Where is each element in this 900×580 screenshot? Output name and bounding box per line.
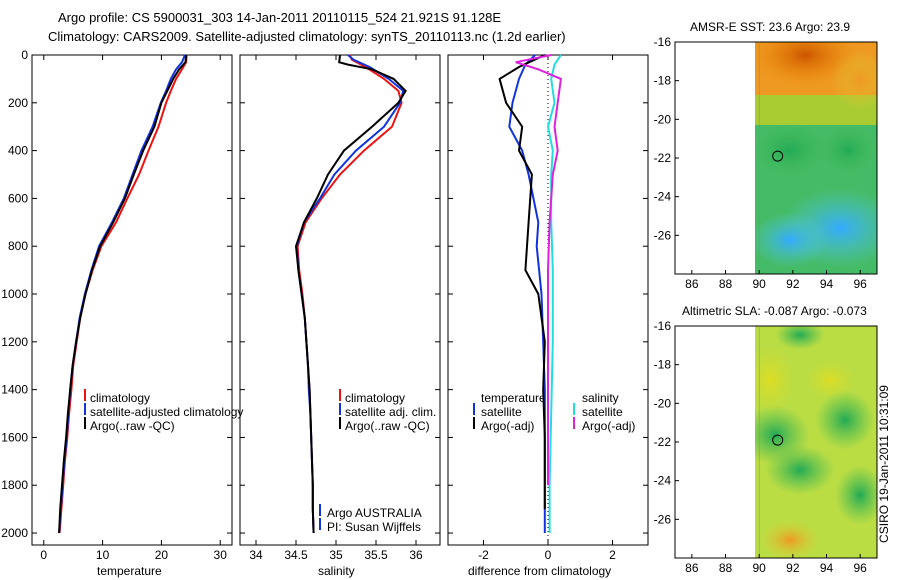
temperature-series-climatology — [58, 54, 188, 534]
sst-map-xtick-label: 88 — [719, 277, 733, 291]
sla-field — [755, 326, 877, 558]
salinity-xtick-label: 35 — [329, 548, 343, 562]
temperature-xtick-label: 0 — [40, 548, 47, 562]
difference-xtick-label: 2 — [609, 548, 616, 562]
sla-map-xtick-label: 90 — [752, 561, 766, 575]
sla-map-title: Altimetric SLA: -0.087 Argo: -0.073 — [682, 304, 867, 318]
salinity-xlabel: salinity — [318, 564, 355, 578]
depth-tick-label: 1400 — [1, 383, 28, 397]
sst-field — [755, 42, 877, 274]
sst-map-xtick-label: 92 — [786, 277, 800, 291]
depth-tick-label: 1800 — [1, 478, 28, 492]
diff-legend-sal-sat: satellite — [582, 405, 623, 419]
diff-legend-temp-title: temperature — [481, 391, 546, 405]
depth-tick-label: 1200 — [1, 335, 28, 349]
temp-legend-2: satellite-adjusted climatology — [90, 405, 244, 419]
sst-map-ytick-label: -24 — [654, 190, 672, 204]
temperature-xlabel: temperature — [97, 564, 162, 578]
sst-map-title: AMSR-E SST: 23.6 Argo: 23.9 — [690, 20, 851, 34]
temperature-xtick-label: 30 — [214, 548, 228, 562]
diff-legend-sal-title: salinity — [582, 391, 619, 405]
depth-tick-label: 2000 — [1, 526, 28, 540]
diff-legend-temp-sat: satellite — [481, 405, 522, 419]
sla-map-xtick-label: 96 — [853, 561, 867, 575]
salinity-xtick-label: 34 — [249, 548, 263, 562]
sla-map-xtick-label: 94 — [820, 561, 834, 575]
difference-series-temperature-argo-adj- — [498, 54, 546, 510]
temperature-xtick-label: 20 — [155, 548, 169, 562]
sst-map-xtick-label: 86 — [685, 277, 699, 291]
sla-map-ytick-label: -20 — [654, 396, 672, 410]
sst-map-xtick-label: 96 — [853, 277, 867, 291]
sla-map-ytick-label: -18 — [654, 358, 672, 372]
temperature-xtick-label: 10 — [96, 548, 110, 562]
salinity-series-argo-raw-qc- — [294, 54, 407, 534]
sla-map-xtick-label: 92 — [786, 561, 800, 575]
difference-xtick-label: -2 — [478, 548, 489, 562]
difference-series-temperature-satellite — [508, 54, 546, 533]
salinity-xtick-label: 34.5 — [284, 548, 308, 562]
argo-annotation-1: Argo AUSTRALIA — [327, 506, 422, 520]
depth-tick-label: 800 — [8, 239, 28, 253]
sla-map-ytick-label: -26 — [654, 512, 672, 526]
sla-map-xtick-label: 88 — [719, 561, 733, 575]
sla-map-argo-marker — [772, 434, 784, 446]
depth-tick-label: 1600 — [1, 430, 28, 444]
temperature-frame — [31, 54, 233, 546]
diff-legend-sal-argo: Argo(-adj) — [582, 419, 636, 433]
depth-tick-label: 1000 — [1, 287, 28, 301]
difference-xlabel: difference from climatology — [468, 564, 612, 578]
salinity-xtick-label: 36 — [409, 548, 423, 562]
sst-map-argo-marker — [772, 150, 784, 162]
sst-map-xtick-label: 90 — [752, 277, 766, 291]
depth-tick-label: 600 — [8, 191, 28, 205]
sal-legend-2: satellite adj. clim. — [345, 405, 437, 419]
sst-map-ytick-label: -22 — [654, 151, 672, 165]
salinity-frame — [239, 54, 441, 546]
sla-map-ytick-label: -22 — [654, 435, 672, 449]
sla-map-ytick-label: -24 — [654, 474, 672, 488]
sal-legend-1: climatology — [345, 391, 406, 405]
argo-annotation-2: PI: Susan Wijffels — [327, 520, 421, 534]
temp-legend-1: climatology — [90, 391, 151, 405]
depth-tick-label: 400 — [8, 144, 28, 158]
sst-map-xtick-label: 94 — [820, 277, 834, 291]
depth-tick-label: 200 — [8, 96, 28, 110]
sal-legend-3: Argo(..raw -QC) — [345, 419, 430, 433]
sst-map-ytick-label: -16 — [654, 35, 672, 49]
temperature-series-argo-raw-qc- — [58, 54, 188, 534]
diff-legend-temp-argo: Argo(-adj) — [481, 419, 535, 433]
difference-xtick-label: 0 — [545, 548, 552, 562]
salinity-series-climatology — [296, 54, 403, 534]
title-line-1: Argo profile: CS 5900031_303 14-Jan-2011… — [58, 10, 502, 25]
temperature-series-satellite-adjusted-climatology — [58, 54, 186, 534]
sla-map-xtick-label: 86 — [685, 561, 699, 575]
sla-map-ytick-label: -16 — [654, 319, 672, 333]
temp-legend-3: Argo(..raw -QC) — [90, 419, 175, 433]
sst-map-ytick-label: -18 — [654, 74, 672, 88]
salinity-xtick-label: 35.5 — [364, 548, 388, 562]
difference-series-salinity-argo-adj- — [515, 54, 562, 486]
sst-map-ytick-label: -26 — [654, 228, 672, 242]
difference-series-salinity-satellite — [546, 54, 562, 533]
title-line-2: Climatology: CARS2009. Satellite-adjuste… — [48, 29, 566, 44]
sst-map-ytick-label: -20 — [654, 112, 672, 126]
depth-tick-label: 0 — [21, 48, 28, 62]
